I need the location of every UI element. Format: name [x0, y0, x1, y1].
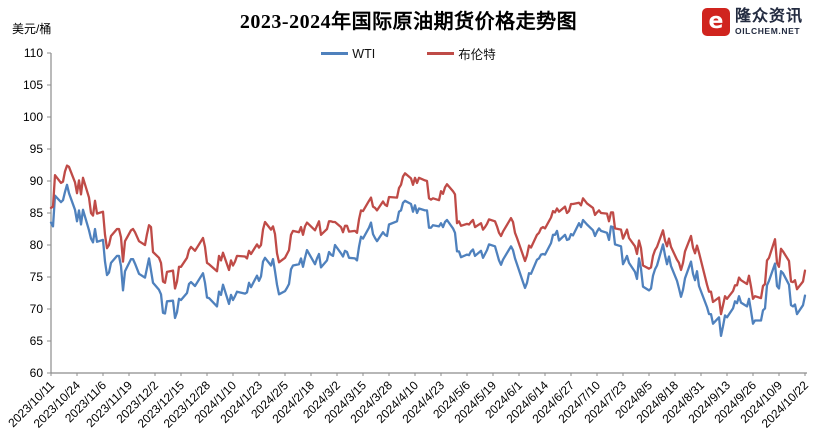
legend-label-brent: 布伦特 — [458, 48, 496, 62]
legend-label-wti: WTI — [352, 46, 376, 61]
legend-item-brent: 布伦特 — [427, 44, 496, 63]
brand-domain: OILCHEM.NET — [734, 25, 801, 36]
y-tick-label: 110 — [24, 46, 43, 60]
y-axis-unit-label: 美元/桶 — [12, 22, 52, 36]
y-tick-label: 65 — [30, 334, 44, 348]
y-tick-label: 80 — [30, 238, 44, 252]
oilchem-logo-icon: e — [701, 8, 730, 36]
y-tick-label: 85 — [30, 206, 44, 220]
brent-line-swatch — [427, 52, 455, 55]
y-tick-label: 90 — [30, 174, 44, 188]
chart-title: 2023-2024年国际原油期货价格走势图 — [239, 11, 578, 33]
y-tick-label: 95 — [30, 142, 44, 156]
brand-logo: e 隆众资讯 OILCHEM.NET — [701, 8, 803, 36]
wti-line-swatch — [321, 52, 349, 55]
wti-line — [49, 183, 807, 338]
brand-name: 隆众资讯 — [734, 8, 803, 25]
legend-item-wti: WTI — [321, 44, 375, 63]
y-tick-label: 60 — [30, 366, 44, 380]
y-tick-label: 100 — [23, 110, 43, 124]
y-tick-label: 75 — [30, 270, 44, 284]
y-tick-label: 70 — [30, 302, 44, 316]
y-tick-label: 105 — [23, 78, 43, 92]
brand-logo-text: 隆众资讯 OILCHEM.NET — [735, 8, 803, 36]
chart-legend: WTI 布伦特 — [0, 44, 817, 63]
brent-line — [49, 164, 807, 316]
